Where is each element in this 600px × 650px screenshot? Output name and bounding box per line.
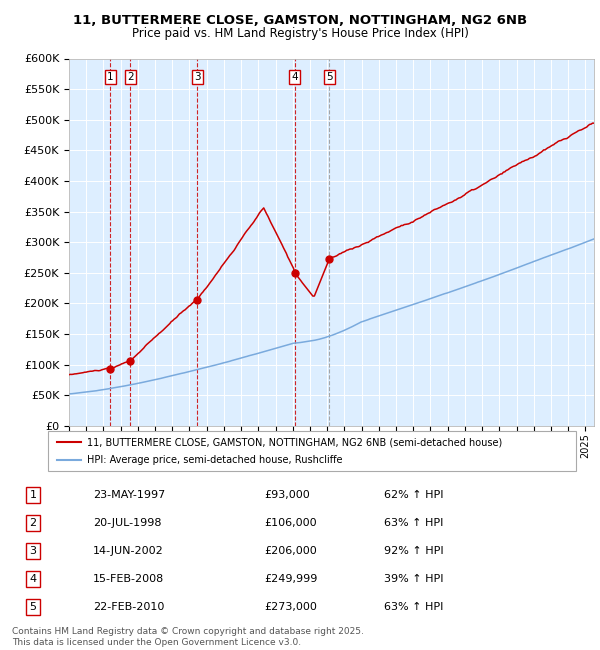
Text: 63% ↑ HPI: 63% ↑ HPI [384, 518, 443, 528]
Text: 15-FEB-2008: 15-FEB-2008 [93, 574, 164, 584]
Text: 1: 1 [29, 490, 37, 500]
Text: £249,999: £249,999 [264, 574, 317, 584]
Text: 23-MAY-1997: 23-MAY-1997 [93, 490, 165, 500]
Text: 4: 4 [292, 72, 298, 82]
Text: 2: 2 [127, 72, 133, 82]
Text: Contains HM Land Registry data © Crown copyright and database right 2025.
This d: Contains HM Land Registry data © Crown c… [12, 627, 364, 647]
Text: HPI: Average price, semi-detached house, Rushcliffe: HPI: Average price, semi-detached house,… [87, 455, 343, 465]
Text: 22-FEB-2010: 22-FEB-2010 [93, 602, 164, 612]
Text: 2: 2 [29, 518, 37, 528]
Text: £93,000: £93,000 [264, 490, 310, 500]
Text: £106,000: £106,000 [264, 518, 317, 528]
Text: 63% ↑ HPI: 63% ↑ HPI [384, 602, 443, 612]
Text: 4: 4 [29, 574, 37, 584]
Text: 1: 1 [107, 72, 113, 82]
Text: Price paid vs. HM Land Registry's House Price Index (HPI): Price paid vs. HM Land Registry's House … [131, 27, 469, 40]
Text: 5: 5 [326, 72, 333, 82]
Text: 11, BUTTERMERE CLOSE, GAMSTON, NOTTINGHAM, NG2 6NB (semi-detached house): 11, BUTTERMERE CLOSE, GAMSTON, NOTTINGHA… [87, 437, 502, 447]
Text: 92% ↑ HPI: 92% ↑ HPI [384, 546, 443, 556]
Text: 5: 5 [29, 602, 37, 612]
Text: 11, BUTTERMERE CLOSE, GAMSTON, NOTTINGHAM, NG2 6NB: 11, BUTTERMERE CLOSE, GAMSTON, NOTTINGHA… [73, 14, 527, 27]
Text: 3: 3 [194, 72, 200, 82]
Text: £206,000: £206,000 [264, 546, 317, 556]
Text: 3: 3 [29, 546, 37, 556]
Text: 39% ↑ HPI: 39% ↑ HPI [384, 574, 443, 584]
Text: 20-JUL-1998: 20-JUL-1998 [93, 518, 161, 528]
Text: £273,000: £273,000 [264, 602, 317, 612]
Text: 14-JUN-2002: 14-JUN-2002 [93, 546, 164, 556]
Text: 62% ↑ HPI: 62% ↑ HPI [384, 490, 443, 500]
